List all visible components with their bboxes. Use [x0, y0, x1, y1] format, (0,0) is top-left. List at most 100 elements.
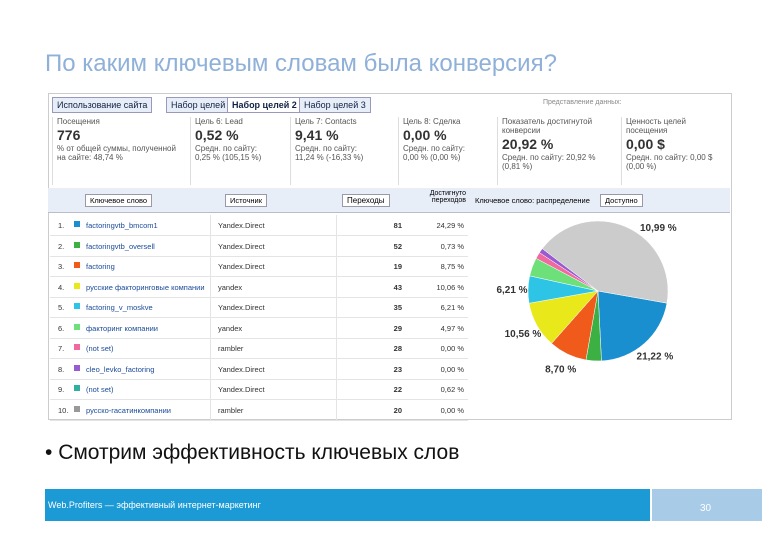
- divider: [210, 297, 211, 317]
- pie-slice: [597, 290, 668, 362]
- slice-label: 21,22 %: [637, 351, 674, 362]
- keyword: (not set): [86, 344, 114, 353]
- color-square: [74, 364, 80, 371]
- color-square: [74, 385, 80, 391]
- divider: [210, 358, 211, 379]
- visits: 81: [393, 221, 402, 230]
- visits: 52: [393, 241, 402, 251]
- metric-value: 0,00 %: [403, 127, 447, 143]
- metric: Показатель достигнутой конверсии 20,92 % С…: [497, 117, 621, 185]
- header: Ключевое слово: распределение: [475, 196, 590, 205]
- visits: 23: [393, 364, 402, 374]
- rate: 24,29 %: [436, 221, 464, 230]
- table-row: 1. factoringvtb_bmcom1 Yandex.Direct 81 24,2…: [50, 215, 468, 236]
- tab[interactable]: Использование сайта: [52, 97, 153, 113]
- source: rambler: [218, 344, 244, 353]
- keyword: русско-гасатинкомпании: [86, 405, 171, 415]
- divider: [336, 235, 337, 256]
- metric-title: Ценность целей посещения: [626, 117, 686, 135]
- footer-text: Web.Profiters — эффективный интернет-мар…: [48, 500, 261, 510]
- rate: 0,62 %: [440, 385, 464, 394]
- divider: [336, 317, 337, 338]
- color-square: [74, 241, 80, 248]
- rate: 0,00 %: [440, 364, 464, 374]
- metric-line: Средн. по сайту: 20,92 %: [502, 153, 596, 162]
- bullet-text: Смотрим эффективность ключевых слов: [58, 441, 460, 464]
- row-number: 7.: [58, 344, 65, 353]
- visits: 28: [393, 344, 402, 353]
- metric-line: 0,00 % (0,00 %): [403, 153, 461, 162]
- divider: [210, 399, 211, 420]
- slice-label: 8,70 %: [545, 364, 576, 375]
- rate: 0,00 %: [440, 405, 464, 415]
- metric-line: Средн. по сайту:: [195, 144, 257, 153]
- keyword: русские факторинговые компании: [86, 282, 205, 292]
- source: Yandex.Direct: [218, 364, 265, 374]
- rate: 8,75 %: [440, 262, 464, 271]
- divider: [210, 235, 211, 256]
- table-row: 5. factoring_v_moskve Yandex.Direct 35 6,21 …: [50, 297, 468, 318]
- source: Yandex.Direct: [218, 241, 265, 251]
- table-row: 3. factoring Yandex.Direct 19 8,75 %: [50, 256, 468, 277]
- header[interactable]: Переходы: [342, 194, 390, 207]
- divider: [336, 399, 337, 420]
- header[interactable]: Доступно: [600, 194, 643, 207]
- slide-title: По каким ключевым словам была конверсия?: [45, 50, 557, 77]
- metric-value: 0,00 $: [626, 136, 665, 152]
- source: Yandex.Direct: [218, 303, 265, 312]
- row-number: 6.: [58, 323, 65, 333]
- footer-bar: [45, 489, 650, 521]
- source: Yandex.Direct: [218, 262, 265, 271]
- visits: 19: [393, 262, 402, 271]
- visits: 20: [393, 405, 402, 415]
- table-row: 8. cleo_levko_factoring Yandex.Direct 23 0,0…: [50, 358, 468, 380]
- divider: [336, 358, 337, 379]
- table-row: 2. factoringvtb_oversell Yandex.Direct 52 0,…: [50, 235, 468, 257]
- table-row: 6. факторинг компании yandex 29 4,97 %: [50, 317, 468, 339]
- source: yandex: [218, 282, 243, 292]
- metric-line: на сайте: 48,74 %: [57, 153, 123, 162]
- color-square: [74, 282, 80, 289]
- visits: 22: [393, 385, 402, 394]
- metric-line: Средн. по сайту:: [295, 144, 357, 153]
- metric-line: (0,00 %): [626, 162, 657, 171]
- metric-title: Цель 8: Сделка: [403, 117, 461, 126]
- color-square: [74, 221, 80, 227]
- page-box: [652, 489, 762, 521]
- color-square: [74, 405, 80, 412]
- metric: Цель 6: Lead 0,52 % Средн. по сайту: 0,25 %…: [190, 117, 290, 185]
- header[interactable]: Ключевое слово: [85, 194, 153, 207]
- pie-slice: [541, 220, 669, 304]
- metric-line: Средн. по сайту:: [403, 144, 465, 153]
- tab[interactable]: Набор целей 3: [299, 97, 371, 113]
- pie-chart: 21,22 % 8,70 % 10,56 % 6,21 % 10,99 %: [496, 220, 677, 375]
- metric: Ценность целей посещения 0,00 $ Средн. по …: [621, 117, 728, 185]
- tab[interactable]: Набор целей 2: [227, 97, 302, 113]
- metric: Цель 8: Сделка 0,00 % Средн. по сайту: 0,00…: [398, 117, 497, 185]
- divider: [336, 338, 337, 358]
- divider: [210, 215, 211, 235]
- divider: [336, 215, 337, 235]
- source: yandex: [218, 323, 243, 333]
- metric-line: 11,24 % (-16,33 %): [295, 153, 364, 162]
- metric-value: 776: [57, 127, 81, 143]
- metric-title: Показатель достигнутой конверсии: [502, 117, 593, 135]
- metric-line: 0,25 % (105,15 %): [195, 153, 262, 162]
- divider: [210, 276, 211, 297]
- table-row: 10. русско-гасатинкомпании rambler 20 0,00 %: [50, 399, 468, 421]
- metric-title: Цель 6: Lead: [195, 117, 243, 126]
- metric-line: (0,81 %): [502, 162, 533, 171]
- color-square: [74, 344, 80, 350]
- keyword: (not set): [86, 385, 114, 394]
- divider: [336, 297, 337, 317]
- pie-annotation: 10,99 %: [640, 223, 677, 234]
- visits: 29: [393, 323, 402, 333]
- metric-line: Средн. по сайту: 0,00 $: [626, 153, 713, 162]
- header[interactable]: Источник: [225, 194, 268, 207]
- row-number: 4.: [58, 282, 65, 292]
- divider: [210, 379, 211, 399]
- divider: [210, 256, 211, 276]
- divider: [336, 276, 337, 297]
- source: Yandex.Direct: [218, 385, 265, 394]
